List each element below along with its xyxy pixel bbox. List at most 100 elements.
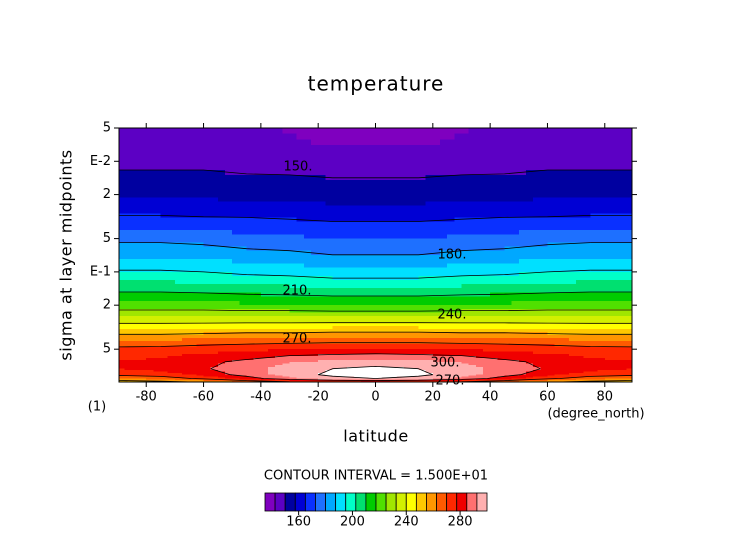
field-cell — [368, 328, 377, 333]
field-cell — [289, 370, 298, 373]
field-cell — [296, 174, 305, 181]
field-cell — [590, 193, 599, 199]
field-cell — [568, 305, 577, 310]
field-cell — [275, 328, 283, 333]
field-cell — [131, 279, 140, 285]
field-cell — [210, 322, 219, 327]
field-cell — [217, 357, 226, 361]
field-cell — [246, 279, 255, 285]
field-cell — [468, 359, 477, 363]
field-cell — [275, 250, 283, 256]
field-cell — [611, 315, 620, 321]
field-cell — [119, 170, 126, 176]
field-cell — [475, 315, 484, 321]
field-cell — [318, 315, 326, 321]
field-cell — [518, 319, 527, 324]
field-cell — [339, 322, 348, 327]
field-cell — [119, 322, 126, 327]
field-cell — [375, 128, 384, 135]
field-cell — [547, 144, 556, 152]
field-cell — [339, 250, 348, 256]
field-cell — [554, 365, 563, 368]
field-cell — [354, 373, 362, 376]
field-cell — [547, 341, 556, 345]
field-cell — [131, 365, 140, 368]
field-cell — [339, 160, 348, 166]
field-cell — [225, 296, 233, 302]
field-cell — [246, 351, 255, 355]
field-cell — [597, 193, 606, 199]
field-cell — [153, 338, 162, 342]
field-cell — [511, 128, 520, 135]
field-cell — [361, 150, 369, 157]
field-cell — [282, 357, 291, 361]
field-cell — [375, 368, 384, 371]
field-cell — [497, 189, 506, 195]
field-cell — [619, 296, 627, 302]
field-cell — [590, 263, 599, 269]
field-cell — [346, 209, 355, 214]
field-cell — [482, 170, 491, 176]
field-cell — [475, 335, 484, 339]
field-cell — [196, 133, 205, 140]
field-cell — [232, 225, 240, 231]
field-cell — [525, 368, 534, 371]
field-cell — [547, 221, 556, 227]
field-cell — [497, 361, 506, 365]
field-cell — [346, 213, 355, 219]
field-cell — [525, 366, 534, 370]
field-cell — [160, 374, 169, 377]
field-cell — [167, 357, 176, 361]
field-cell — [461, 315, 470, 321]
field-cell — [146, 315, 154, 321]
field-cell — [468, 325, 477, 330]
field-cell — [311, 144, 319, 152]
field-cell — [124, 363, 133, 366]
field-cell — [311, 348, 319, 352]
field-cell — [296, 144, 305, 152]
field-cell — [468, 279, 477, 285]
field-cell — [590, 205, 599, 210]
field-cell — [203, 346, 212, 350]
field-cell — [576, 315, 584, 321]
field-cell — [490, 217, 498, 223]
field-cell — [497, 193, 506, 199]
field-cell — [482, 353, 491, 357]
field-cell — [525, 341, 534, 345]
field-cell — [282, 377, 291, 380]
field-cell — [289, 155, 298, 161]
field-cell — [611, 305, 620, 310]
field-cell — [389, 373, 398, 376]
field-cell — [626, 344, 632, 348]
field-cell — [518, 292, 527, 298]
field-cell — [182, 133, 190, 140]
field-cell — [303, 315, 312, 321]
field-cell — [432, 246, 441, 252]
field-cell — [289, 288, 298, 293]
field-cell — [504, 325, 513, 330]
field-cell — [518, 348, 527, 352]
field-cell — [167, 193, 176, 199]
field-cell — [232, 155, 240, 161]
field-cell — [318, 370, 326, 373]
field-cell — [311, 193, 319, 199]
field-cell — [174, 296, 183, 302]
field-cell — [518, 312, 527, 317]
field-cell — [368, 348, 377, 352]
field-cell — [626, 338, 632, 342]
field-cell — [389, 234, 398, 240]
field-cell — [404, 225, 412, 231]
field-cell — [160, 312, 169, 317]
field-cell — [246, 160, 255, 166]
field-cell — [576, 344, 584, 348]
field-cell — [354, 366, 362, 370]
field-cell — [196, 368, 205, 371]
field-cell — [382, 288, 391, 293]
field-cell — [576, 296, 584, 302]
field-cell — [432, 179, 441, 186]
field-cell — [153, 271, 162, 277]
field-cell — [626, 174, 632, 181]
field-cell — [490, 254, 498, 260]
field-cell — [167, 373, 176, 376]
field-cell — [597, 189, 606, 195]
